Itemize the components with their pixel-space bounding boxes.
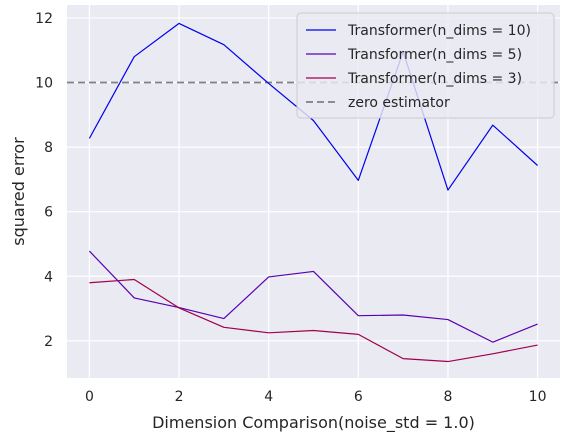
legend-label: zero estimator bbox=[348, 95, 450, 111]
y-tick-labels: 2 4 6 8 10 12 bbox=[35, 11, 53, 350]
series-lines bbox=[88, 22, 538, 363]
x-tick-label: 8 bbox=[443, 389, 452, 405]
x-tick-label: 4 bbox=[264, 389, 273, 405]
x-tick-label: 6 bbox=[354, 389, 363, 405]
legend-label: Transformer(n_dims = 3) bbox=[347, 71, 522, 87]
legend: Transformer(n_dims = 10) Transformer(n_di… bbox=[296, 12, 555, 119]
y-tick-label: 6 bbox=[44, 205, 53, 221]
x-tick-label: 0 bbox=[85, 389, 94, 405]
x-tick-labels: 0 2 4 6 8 10 bbox=[85, 389, 547, 405]
series-line-2 bbox=[89, 278, 538, 363]
y-axis-label: squared error bbox=[9, 137, 28, 246]
y-tick-label: 4 bbox=[44, 269, 53, 285]
series-line-1 bbox=[88, 250, 538, 343]
series-line-0 bbox=[88, 22, 538, 191]
x-tick-label: 2 bbox=[175, 389, 184, 405]
y-tick-label: 8 bbox=[44, 140, 53, 156]
legend-label: Transformer(n_dims = 10) bbox=[347, 23, 531, 39]
x-tick-label: 10 bbox=[529, 389, 547, 405]
y-tick-label: 2 bbox=[44, 334, 53, 350]
y-tick-label: 12 bbox=[35, 11, 53, 27]
legend-label: Transformer(n_dims = 5) bbox=[347, 47, 522, 63]
y-tick-label: 10 bbox=[35, 76, 53, 92]
legend-box bbox=[296, 12, 555, 119]
x-axis-label: Dimension Comparison(noise_std = 1.0) bbox=[152, 413, 475, 433]
